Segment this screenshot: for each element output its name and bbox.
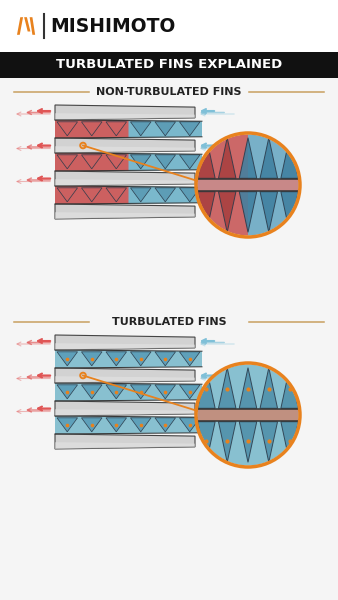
Polygon shape: [57, 188, 77, 202]
Polygon shape: [281, 192, 298, 232]
Polygon shape: [55, 153, 128, 171]
Polygon shape: [55, 212, 195, 219]
Polygon shape: [179, 188, 200, 202]
Polygon shape: [57, 122, 77, 136]
Polygon shape: [218, 422, 236, 462]
Polygon shape: [17, 17, 23, 35]
Polygon shape: [57, 385, 77, 399]
Polygon shape: [260, 138, 277, 178]
Polygon shape: [281, 138, 298, 178]
Polygon shape: [239, 368, 257, 408]
Polygon shape: [239, 422, 257, 462]
Polygon shape: [198, 138, 215, 178]
Polygon shape: [130, 155, 151, 169]
Polygon shape: [218, 192, 236, 232]
Circle shape: [197, 364, 298, 466]
Polygon shape: [155, 188, 175, 202]
Polygon shape: [128, 120, 202, 138]
Polygon shape: [281, 422, 298, 462]
Polygon shape: [239, 138, 257, 178]
Polygon shape: [55, 105, 195, 120]
Polygon shape: [55, 409, 195, 416]
Polygon shape: [106, 352, 126, 366]
Text: MISHIMOTO: MISHIMOTO: [50, 17, 175, 37]
Polygon shape: [130, 122, 151, 136]
Polygon shape: [155, 385, 175, 399]
Polygon shape: [106, 418, 126, 432]
Polygon shape: [179, 418, 200, 432]
Polygon shape: [130, 385, 151, 399]
Polygon shape: [218, 368, 236, 408]
Polygon shape: [130, 418, 151, 432]
Polygon shape: [179, 352, 200, 366]
Polygon shape: [130, 188, 151, 202]
Polygon shape: [55, 383, 202, 401]
Polygon shape: [30, 17, 35, 35]
Polygon shape: [106, 188, 126, 202]
Polygon shape: [179, 122, 200, 136]
FancyBboxPatch shape: [0, 52, 338, 78]
Polygon shape: [55, 186, 128, 204]
Polygon shape: [155, 155, 175, 169]
Polygon shape: [55, 442, 195, 449]
Text: TURBULATED FINS EXPLAINED: TURBULATED FINS EXPLAINED: [56, 58, 282, 71]
Polygon shape: [81, 188, 102, 202]
Polygon shape: [55, 376, 195, 383]
Polygon shape: [55, 138, 195, 153]
FancyBboxPatch shape: [0, 0, 338, 52]
Polygon shape: [155, 352, 175, 366]
Polygon shape: [55, 113, 195, 120]
Polygon shape: [155, 122, 175, 136]
Polygon shape: [55, 204, 195, 219]
Polygon shape: [24, 17, 30, 31]
Polygon shape: [260, 422, 277, 462]
Polygon shape: [81, 122, 102, 136]
Polygon shape: [55, 120, 128, 138]
Polygon shape: [179, 385, 200, 399]
Polygon shape: [55, 335, 195, 350]
Polygon shape: [179, 155, 200, 169]
Polygon shape: [81, 418, 102, 432]
Text: NON-TURBULATED FINS: NON-TURBULATED FINS: [96, 87, 242, 97]
Polygon shape: [57, 155, 77, 169]
Polygon shape: [81, 385, 102, 399]
Polygon shape: [281, 368, 298, 408]
Polygon shape: [106, 385, 126, 399]
Polygon shape: [106, 122, 126, 136]
Polygon shape: [55, 434, 195, 449]
Polygon shape: [81, 155, 102, 169]
Polygon shape: [218, 138, 236, 178]
Wedge shape: [248, 134, 298, 235]
Polygon shape: [239, 192, 257, 232]
Polygon shape: [198, 422, 215, 462]
Polygon shape: [57, 352, 77, 366]
Polygon shape: [196, 179, 300, 191]
Polygon shape: [81, 352, 102, 366]
Polygon shape: [55, 416, 202, 434]
Polygon shape: [106, 155, 126, 169]
Polygon shape: [260, 192, 277, 232]
Polygon shape: [128, 153, 202, 171]
Polygon shape: [55, 179, 195, 186]
Polygon shape: [196, 409, 300, 421]
Polygon shape: [155, 418, 175, 432]
Wedge shape: [197, 134, 248, 235]
Polygon shape: [55, 146, 195, 153]
Polygon shape: [198, 368, 215, 408]
Polygon shape: [260, 368, 277, 408]
Text: TURBULATED FINS: TURBULATED FINS: [112, 317, 226, 327]
Polygon shape: [55, 171, 195, 186]
Polygon shape: [128, 186, 202, 204]
Polygon shape: [198, 192, 215, 232]
Polygon shape: [55, 368, 195, 383]
Polygon shape: [55, 401, 195, 416]
Polygon shape: [55, 343, 195, 350]
Polygon shape: [55, 350, 202, 368]
Polygon shape: [57, 418, 77, 432]
Polygon shape: [130, 352, 151, 366]
